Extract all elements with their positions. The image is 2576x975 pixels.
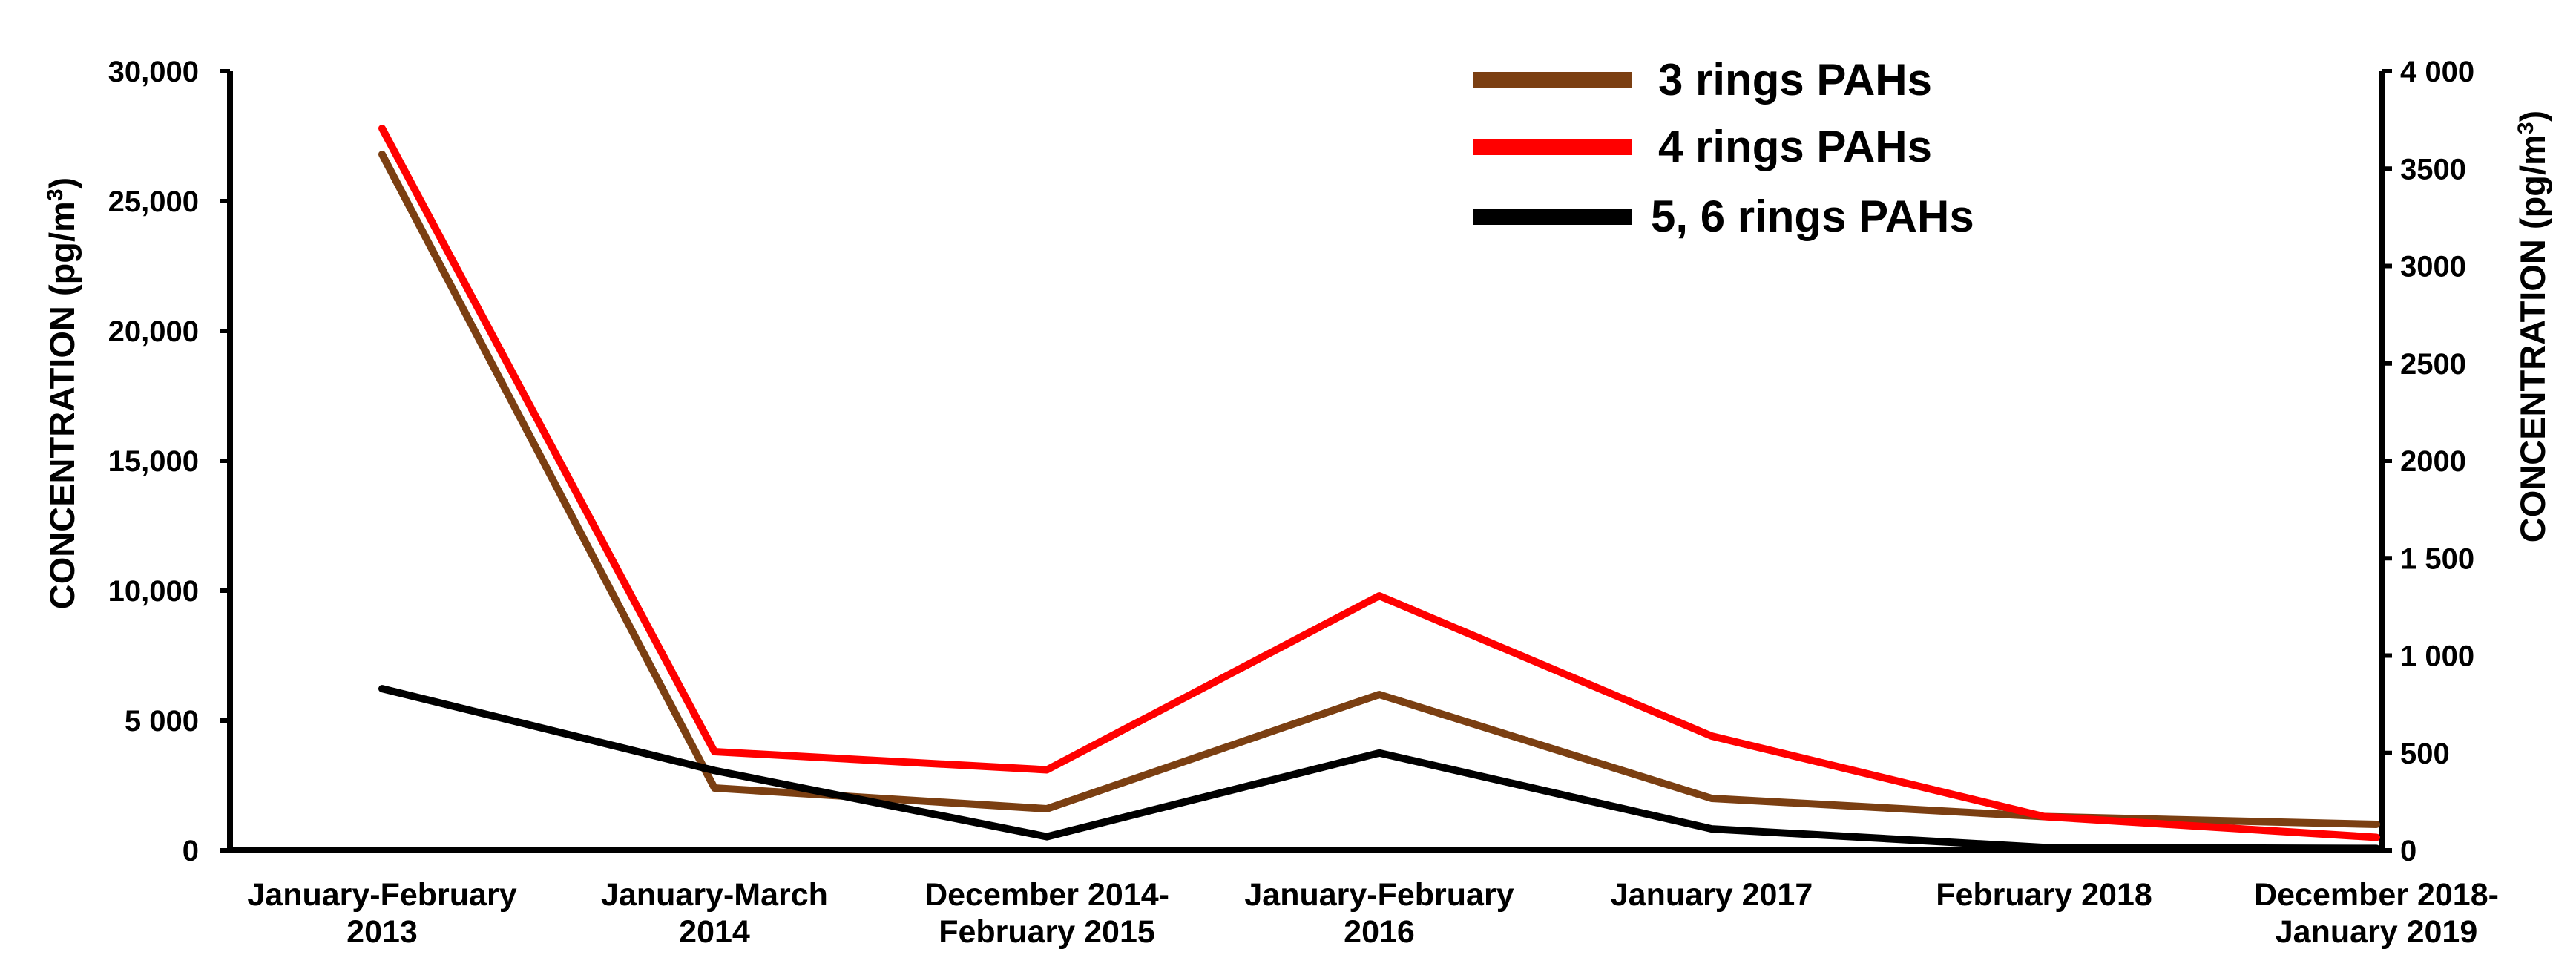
right-y-axis-title: CONCENTRATION (pg/m3) [2513, 111, 2552, 542]
left-y-tick-label: 25,000 [108, 186, 199, 218]
x-category-label: February 2018 [1936, 877, 2152, 913]
legend-label: 3 rings PAHs [1658, 55, 1932, 105]
right-y-tick-label: 500 [2400, 738, 2450, 770]
right-y-tick-label: 2500 [2400, 348, 2466, 381]
legend-label: 4 rings PAHs [1658, 122, 1932, 171]
left-y-tick-label: 20,000 [108, 315, 199, 348]
series-line-1 [378, 151, 2380, 828]
right-y-tick-label: 1 500 [2400, 542, 2474, 575]
right-y-tick-label: 1 000 [2400, 640, 2474, 673]
legend-label: 5, 6 rings PAHs [1651, 191, 1974, 241]
series-line-2 [378, 125, 2380, 841]
right-y-tick-label: 3500 [2400, 153, 2466, 186]
x-category-label: January-February 2013 [247, 877, 516, 950]
right-y-tick-label: 4 000 [2400, 56, 2474, 88]
left-y-tick-label: 10,000 [108, 575, 199, 608]
series-line-3 [378, 685, 2380, 853]
x-category-label: January-February 2016 [1244, 877, 1514, 950]
left-y-tick-label: 5 000 [125, 705, 199, 738]
right-y-tick-label: 2000 [2400, 445, 2466, 478]
left-y-tick-label: 30,000 [108, 56, 199, 88]
x-category-label: December 2014-February 2015 [924, 877, 1169, 950]
right-y-tick-label: 0 [2400, 835, 2416, 867]
left-y-tick-label: 15,000 [108, 445, 199, 478]
left-y-tick-label: 0 [183, 835, 199, 867]
x-category-label: December 2018-January 2019 [2254, 877, 2499, 950]
right-y-tick-label: 3000 [2400, 251, 2466, 283]
x-category-label: January-March 2014 [601, 877, 828, 950]
left-y-axis-title: CONCENTRATION (pg/m3) [42, 177, 82, 609]
x-category-label: January 2017 [1611, 877, 1813, 913]
